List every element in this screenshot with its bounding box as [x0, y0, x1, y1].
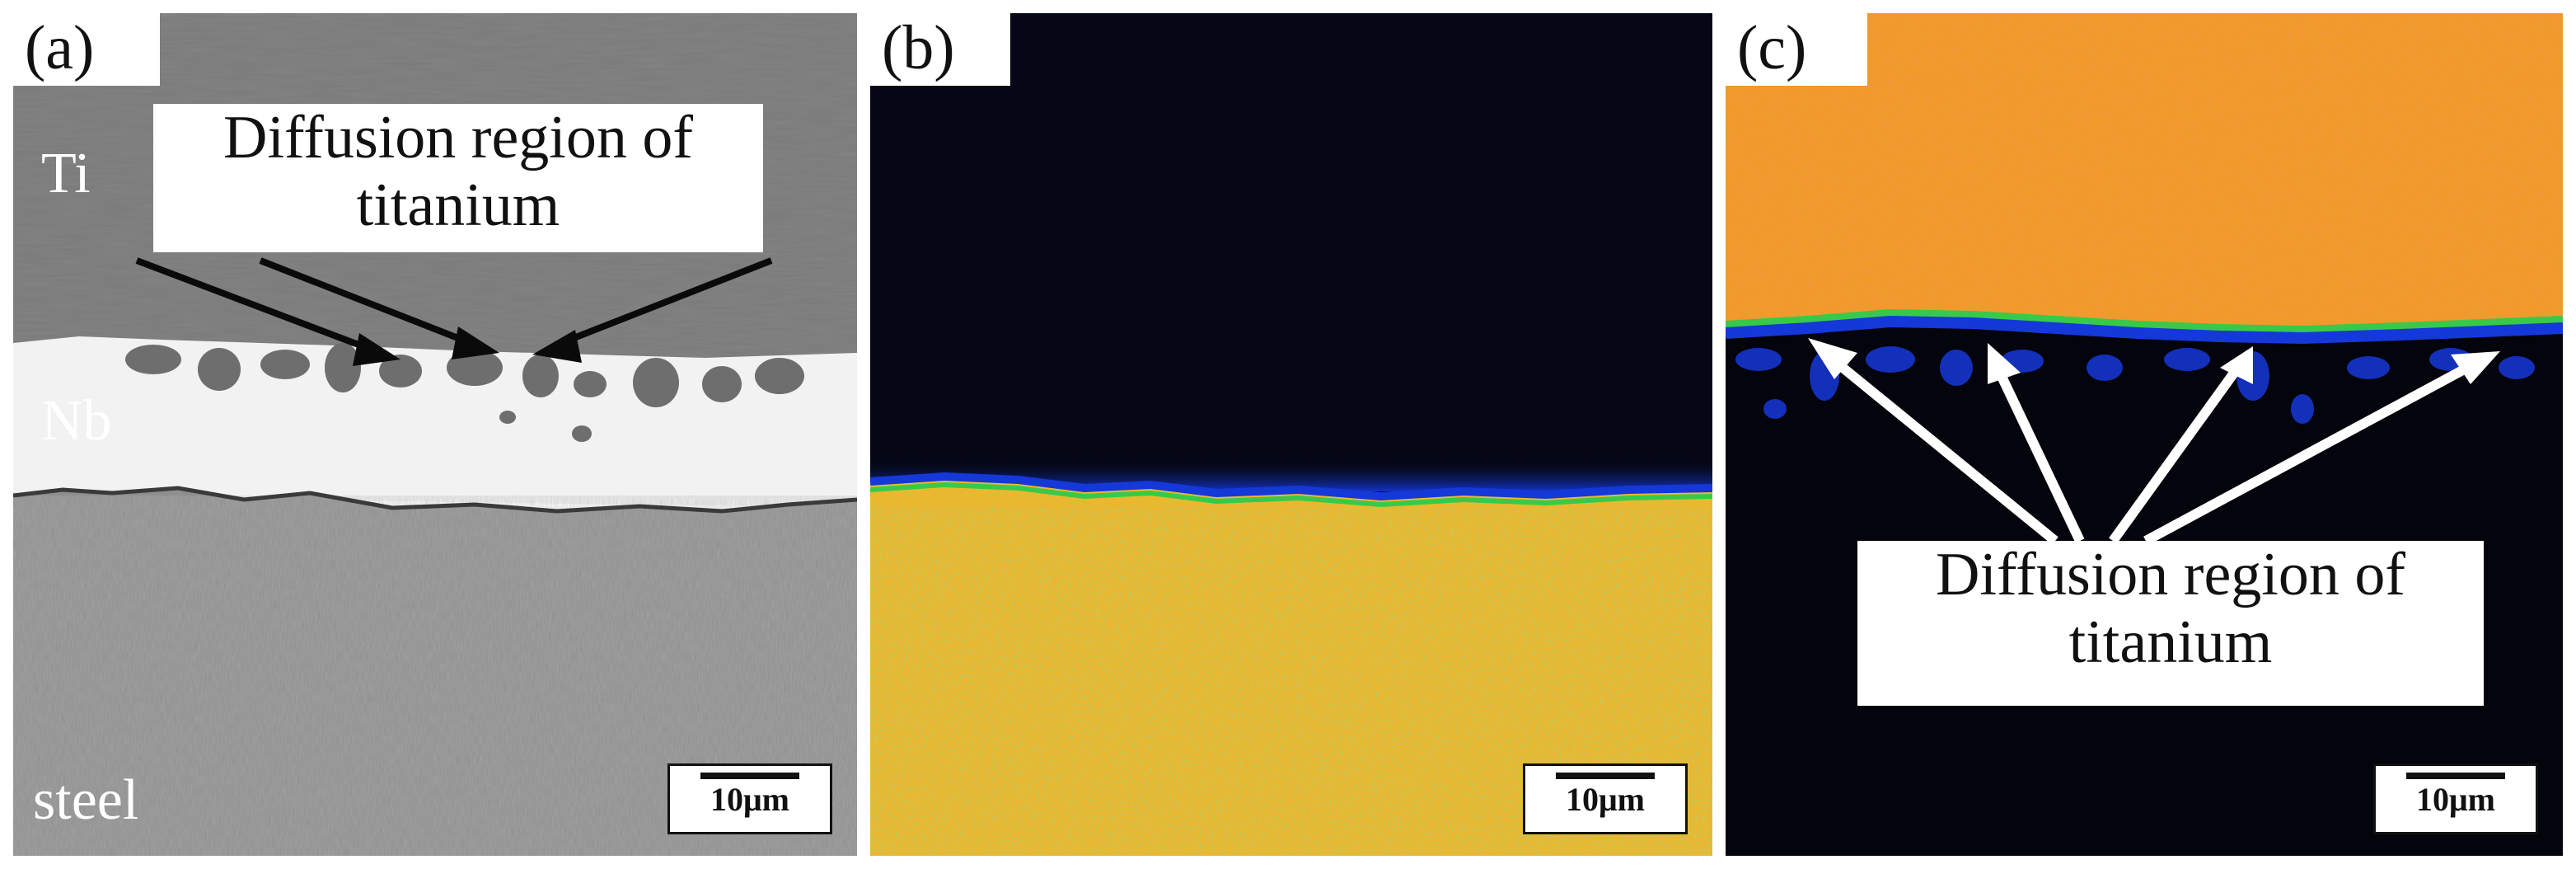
- layer-label-steel: steel: [33, 768, 139, 832]
- diffusion-features: [1735, 346, 2535, 424]
- callout-arrows: [135, 257, 773, 366]
- diffusion-features: [125, 343, 804, 442]
- scale-bar-a: 10μm: [667, 763, 832, 834]
- callout-line-1: Diffusion region of: [1936, 541, 2405, 608]
- scale-bar-label: 10μm: [2416, 781, 2495, 818]
- scale-bar-line: [700, 773, 799, 779]
- eds-map-image: [1726, 13, 2563, 856]
- scale-bar-label: 10μm: [710, 781, 789, 818]
- layer-label-nb: Nb: [41, 389, 112, 453]
- callout-box-a: Diffusion region of titanium: [153, 104, 763, 252]
- layer-label-ti: Ti: [41, 142, 91, 205]
- panel-label-c: (c): [1726, 13, 1867, 86]
- panel-a-micrograph: (a) Ti Nb steel Diffusion region of tita…: [13, 13, 857, 856]
- panel-c-eds-map: (c) Diffusion region of titanium 10μm: [1726, 13, 2563, 856]
- callout-line-2: titanium: [2068, 608, 2273, 676]
- scale-bar-line: [2406, 773, 2505, 779]
- panel-label-a: (a): [13, 13, 160, 86]
- callout-line-2: titanium: [356, 171, 560, 239]
- panel-label-b: (b): [870, 13, 1010, 86]
- callout-line-1: Diffusion region of: [223, 104, 693, 171]
- scale-bar-label: 10μm: [1566, 781, 1645, 818]
- panel-b-eds-map: (b) 10μm: [870, 13, 1712, 856]
- scale-bar-c: 10μm: [2373, 763, 2538, 834]
- scale-bar-b: 10μm: [1523, 763, 1688, 834]
- callout-arrows: [1808, 338, 2500, 546]
- scale-bar-line: [1556, 773, 1655, 779]
- eds-map-image: [870, 13, 1712, 856]
- callout-box-c: Diffusion region of titanium: [1857, 541, 2484, 706]
